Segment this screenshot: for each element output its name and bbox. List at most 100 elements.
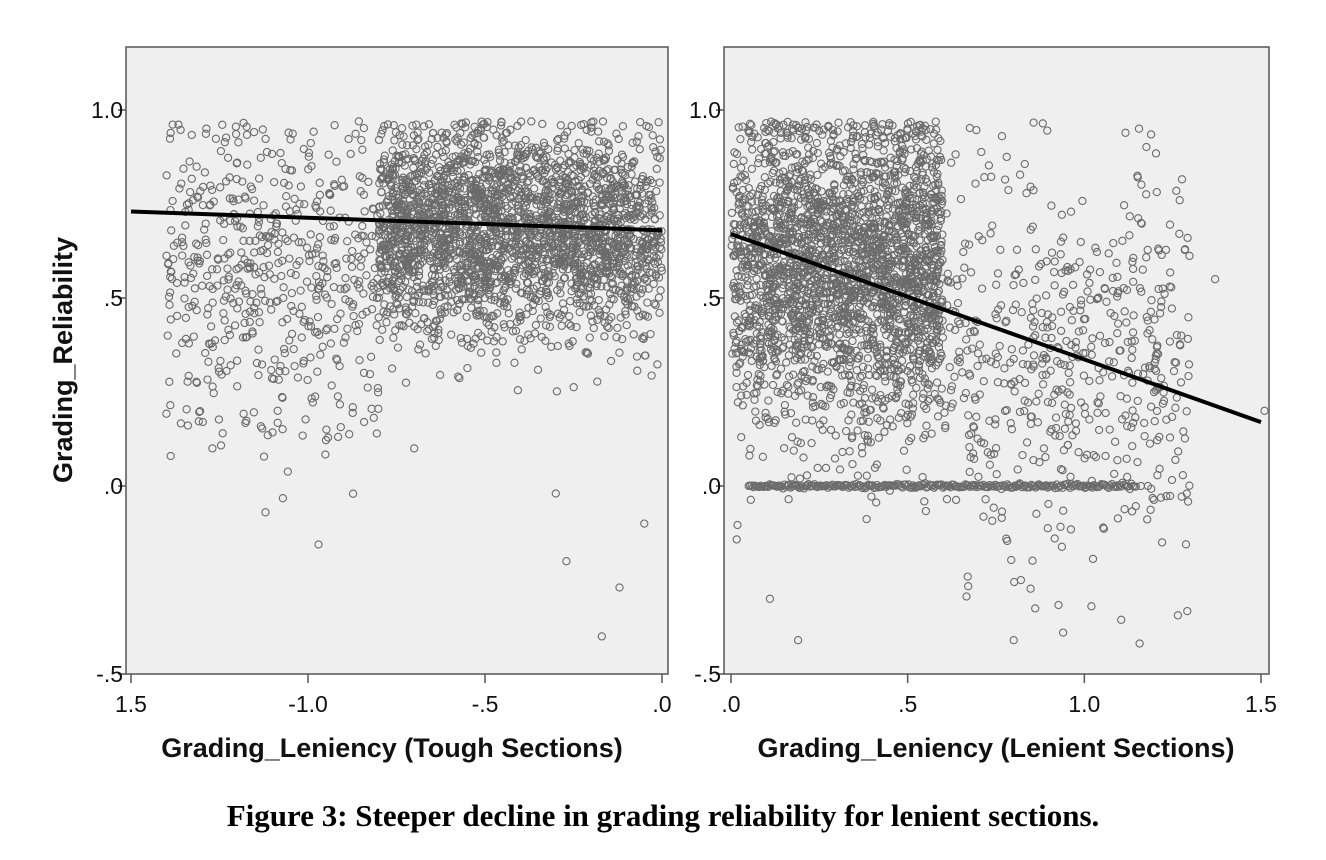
scatter-point bbox=[622, 320, 631, 330]
scatter-point bbox=[248, 290, 257, 299]
scatter-point bbox=[375, 225, 384, 234]
scatter-point bbox=[366, 352, 376, 361]
scatter-point bbox=[397, 175, 407, 185]
scatter-point bbox=[598, 117, 608, 126]
scatter-point bbox=[314, 284, 324, 293]
scatter-point bbox=[441, 263, 450, 273]
scatter-point bbox=[426, 183, 436, 193]
scatter-point bbox=[627, 204, 636, 214]
scatter-point bbox=[373, 388, 383, 397]
scatter-point bbox=[636, 289, 646, 298]
scatter-point bbox=[746, 495, 755, 504]
scatter-point bbox=[510, 157, 520, 167]
scatter-point bbox=[499, 293, 508, 302]
scatter-point bbox=[278, 425, 287, 434]
x-tick-label: 1.5 bbox=[115, 691, 147, 717]
scatter-point bbox=[411, 248, 420, 258]
scatter-point bbox=[421, 248, 430, 257]
scatter-point bbox=[402, 292, 411, 302]
scatter-point bbox=[311, 201, 320, 210]
scatter-point bbox=[198, 182, 208, 192]
scatter-point bbox=[369, 205, 378, 214]
scatter-point bbox=[282, 192, 291, 201]
scatter-point bbox=[225, 173, 234, 182]
scatter-point bbox=[377, 187, 386, 197]
scatter-point bbox=[500, 239, 509, 248]
scatter-point bbox=[488, 231, 497, 241]
scatter-point bbox=[453, 210, 463, 219]
scatter-point bbox=[565, 312, 574, 321]
scatter-point bbox=[627, 170, 636, 179]
scatter-point bbox=[355, 172, 364, 181]
scatter-point bbox=[524, 228, 533, 237]
scatter-point bbox=[569, 236, 578, 246]
scatter-point bbox=[574, 290, 584, 299]
scatter-point bbox=[393, 343, 403, 352]
scatter-point bbox=[903, 419, 912, 428]
scatter-point bbox=[226, 361, 235, 370]
scatter-point bbox=[234, 277, 243, 286]
scatter-point bbox=[279, 178, 289, 188]
scatter-point bbox=[502, 226, 511, 236]
scatter-point bbox=[267, 149, 277, 159]
scatter-point bbox=[401, 150, 410, 159]
scatter-point bbox=[367, 404, 376, 413]
scatter-point bbox=[375, 179, 384, 188]
scatter-point bbox=[401, 200, 410, 209]
scatter-point bbox=[617, 269, 626, 278]
scatter-point bbox=[451, 195, 460, 205]
scatter-point bbox=[474, 192, 484, 201]
scatter-point bbox=[283, 236, 292, 246]
scatter-point bbox=[410, 240, 419, 250]
scatter-point bbox=[414, 134, 423, 144]
scatter-point bbox=[302, 243, 312, 252]
scatter-point bbox=[613, 155, 622, 165]
scatter-point bbox=[651, 147, 660, 156]
scatter-point bbox=[309, 127, 318, 136]
scatter-point bbox=[860, 404, 870, 413]
scatter-point bbox=[358, 310, 367, 319]
scatter-point bbox=[322, 425, 331, 434]
scatter-point bbox=[560, 273, 570, 282]
scatter-point bbox=[455, 237, 465, 247]
scatter-point bbox=[561, 253, 570, 263]
scatter-point bbox=[492, 131, 501, 140]
scatter-point bbox=[348, 408, 357, 418]
scatter-point bbox=[507, 208, 516, 217]
scatter-point bbox=[383, 227, 392, 236]
scatter-point bbox=[296, 182, 306, 191]
scatter-point bbox=[490, 193, 499, 202]
scatter-point bbox=[620, 256, 629, 266]
scatter-point bbox=[207, 185, 217, 195]
scatter-point bbox=[423, 232, 432, 241]
scatter-point bbox=[388, 253, 397, 262]
scatter-point bbox=[234, 263, 243, 273]
scatter-point bbox=[602, 252, 612, 261]
scatter-point bbox=[641, 215, 650, 224]
scatter-point bbox=[434, 272, 444, 281]
scatter-point bbox=[416, 254, 426, 263]
scatter-point bbox=[351, 230, 360, 239]
scatter-point bbox=[183, 421, 193, 430]
scatter-point bbox=[515, 264, 525, 273]
scatter-point bbox=[470, 188, 479, 197]
scatter-point bbox=[398, 140, 407, 149]
scatter-point bbox=[295, 199, 304, 208]
scatter-point bbox=[514, 184, 524, 193]
scatter-point bbox=[492, 348, 501, 357]
scatter-point bbox=[406, 182, 415, 192]
scatter-point bbox=[189, 332, 198, 341]
scatter-point bbox=[304, 152, 313, 161]
scatter-point bbox=[421, 349, 430, 358]
scatter-point bbox=[261, 508, 270, 517]
scatter-point bbox=[471, 157, 480, 167]
scatter-point bbox=[508, 214, 517, 223]
scatter-point bbox=[355, 356, 364, 365]
scatter-point bbox=[579, 162, 589, 172]
scatter-point bbox=[270, 235, 279, 244]
scatter-point bbox=[620, 181, 629, 190]
scatter-point bbox=[238, 333, 248, 342]
scatter-point bbox=[623, 299, 632, 309]
scatter-point bbox=[287, 301, 296, 311]
scatter-point bbox=[369, 284, 378, 293]
